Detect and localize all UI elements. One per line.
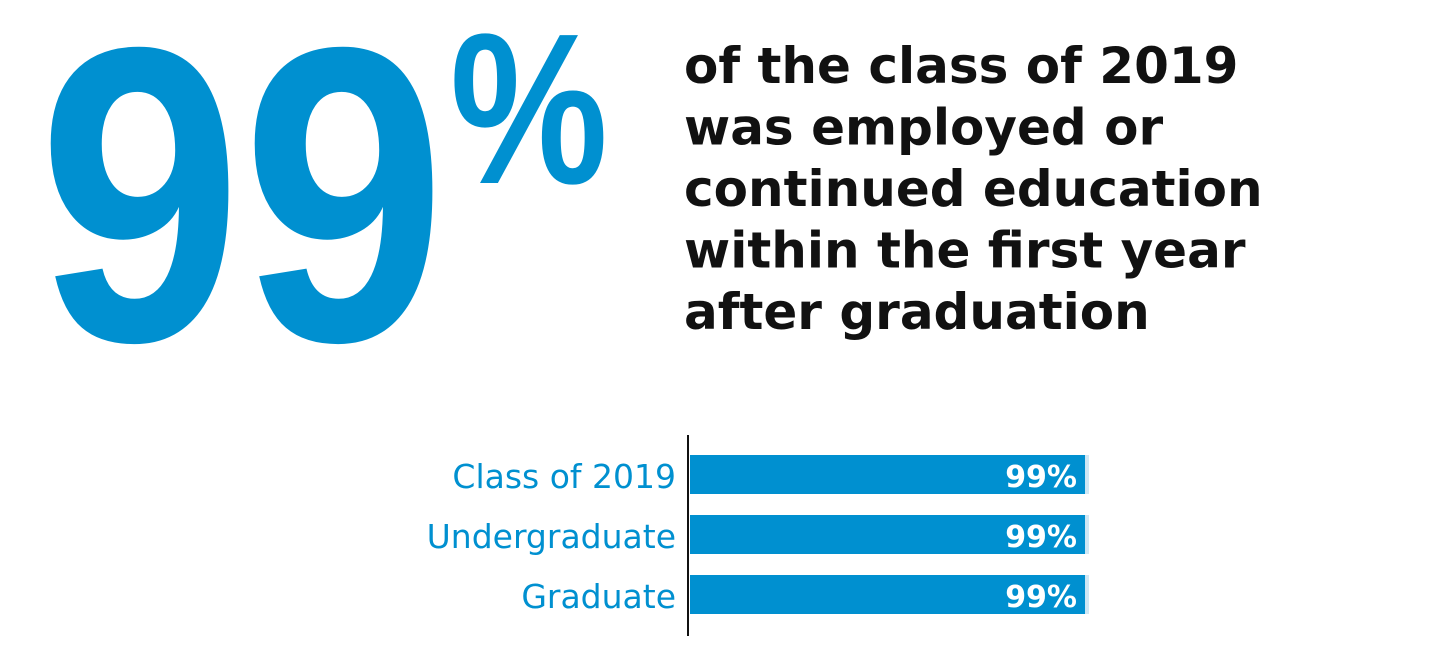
- headline-unit: %: [450, 0, 608, 229]
- statement-line: of the class of 2019: [684, 37, 1238, 95]
- bar: [690, 575, 1086, 614]
- statement-line: within the first year: [684, 222, 1246, 280]
- value-label: 99%: [1005, 520, 1077, 555]
- value-label: 99%: [1005, 460, 1077, 495]
- bar-chart: Class of 2019 99% Undergraduate 99% Graduate…: [427, 435, 1089, 636]
- statement-line: continued education: [684, 160, 1263, 218]
- category-label: Graduate: [521, 577, 676, 616]
- category-label: Class of 2019: [452, 457, 676, 496]
- headline-number: 99: [38, 0, 446, 430]
- bar: [690, 455, 1086, 494]
- statement-line: was employed or: [684, 99, 1163, 157]
- statement-line: after graduation: [684, 283, 1150, 341]
- category-label: Undergraduate: [427, 517, 676, 556]
- value-label: 99%: [1005, 580, 1077, 615]
- bar: [690, 515, 1086, 554]
